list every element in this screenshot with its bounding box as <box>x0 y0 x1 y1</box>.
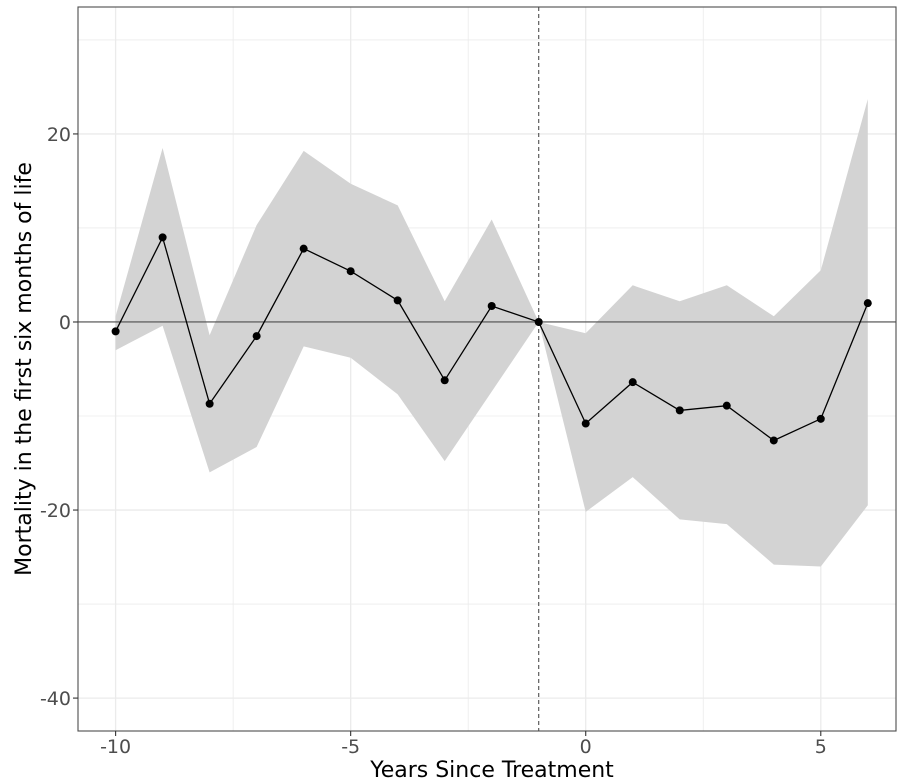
x-tick-label: -5 <box>341 736 360 758</box>
estimate-point <box>252 332 261 341</box>
estimate-point <box>581 419 590 428</box>
x-axis-ticks: -10 -5 0 5 <box>100 731 827 758</box>
estimate-point <box>816 414 825 423</box>
y-tick-label: -40 <box>40 688 71 710</box>
y-axis-title: Mortality in the first six months of lif… <box>12 162 37 576</box>
y-tick-label: 0 <box>59 312 71 334</box>
confidence-interval-ribbon <box>115 99 868 567</box>
y-tick-label: 20 <box>47 124 71 146</box>
panel-border <box>77 6 897 732</box>
estimate-points <box>111 233 872 445</box>
estimate-point <box>158 233 167 242</box>
x-axis-title: Years Since Treatment <box>369 758 614 783</box>
estimate-point <box>534 317 543 326</box>
x-tick-label: 5 <box>815 736 827 758</box>
estimate-point <box>628 378 637 387</box>
y-tick-label: -20 <box>40 500 71 522</box>
estimate-point <box>769 436 778 445</box>
y-axis-ticks: -40 -20 0 20 <box>40 124 78 710</box>
estimate-point <box>393 296 402 305</box>
estimate-point <box>722 401 731 410</box>
estimate-point <box>440 376 449 385</box>
estimate-point <box>299 244 308 253</box>
estimate-point <box>863 299 872 308</box>
x-tick-label: 0 <box>580 736 592 758</box>
estimate-point <box>346 267 355 276</box>
estimate-point <box>111 327 120 336</box>
estimate-point <box>675 406 684 415</box>
estimate-point <box>487 302 496 311</box>
estimate-point <box>205 399 214 408</box>
x-tick-label: -10 <box>100 736 131 758</box>
